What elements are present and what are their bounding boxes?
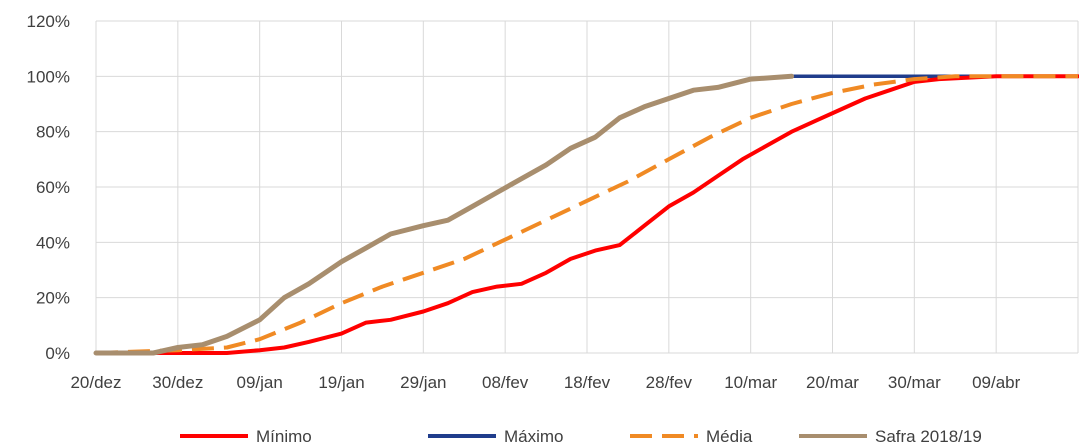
x-axis-tick-labels: 20/dez 30/dez 09/jan 19/jan 29/jan 08/fev 18/f… [70, 373, 1020, 392]
x-tick-label: 18/fev [564, 373, 611, 392]
legend-label: Safra 2018/19 [875, 427, 982, 446]
chart-grid [95, 20, 1079, 354]
legend-label: Máximo [504, 427, 564, 446]
legend-label: Média [706, 427, 753, 446]
y-tick-label: 40% [36, 233, 70, 252]
x-tick-label: 09/abr [972, 373, 1021, 392]
x-tick-label: 29/jan [400, 373, 446, 392]
x-tick-label: 08/fev [482, 373, 529, 392]
series-line-safra-2018-19 [93, 73, 795, 356]
x-tick-label: 20/mar [806, 373, 859, 392]
y-tick-label: 20% [36, 289, 70, 308]
y-tick-label: 60% [36, 178, 70, 197]
series-line-m-dia [95, 74, 1078, 355]
chart-legend: Mínimo Máximo Média Safra 2018/19 [180, 427, 982, 446]
y-tick-label: 120% [27, 12, 70, 31]
plot-series [93, 73, 1079, 356]
x-tick-label: 09/jan [237, 373, 283, 392]
y-tick-label: 80% [36, 123, 70, 142]
y-tick-label: 100% [27, 67, 70, 86]
series-line-m-nimo [94, 74, 1079, 355]
x-tick-label: 20/dez [70, 373, 121, 392]
y-tick-label: 0% [45, 344, 70, 363]
x-tick-label: 10/mar [724, 373, 777, 392]
x-tick-label: 28/fev [646, 373, 693, 392]
y-axis-tick-labels: 0% 20% 40% 60% 80% 100% 120% [27, 12, 70, 363]
x-tick-label: 30/mar [888, 373, 941, 392]
x-tick-label: 30/dez [152, 373, 203, 392]
legend-label: Mínimo [256, 427, 312, 446]
x-tick-label: 19/jan [318, 373, 364, 392]
